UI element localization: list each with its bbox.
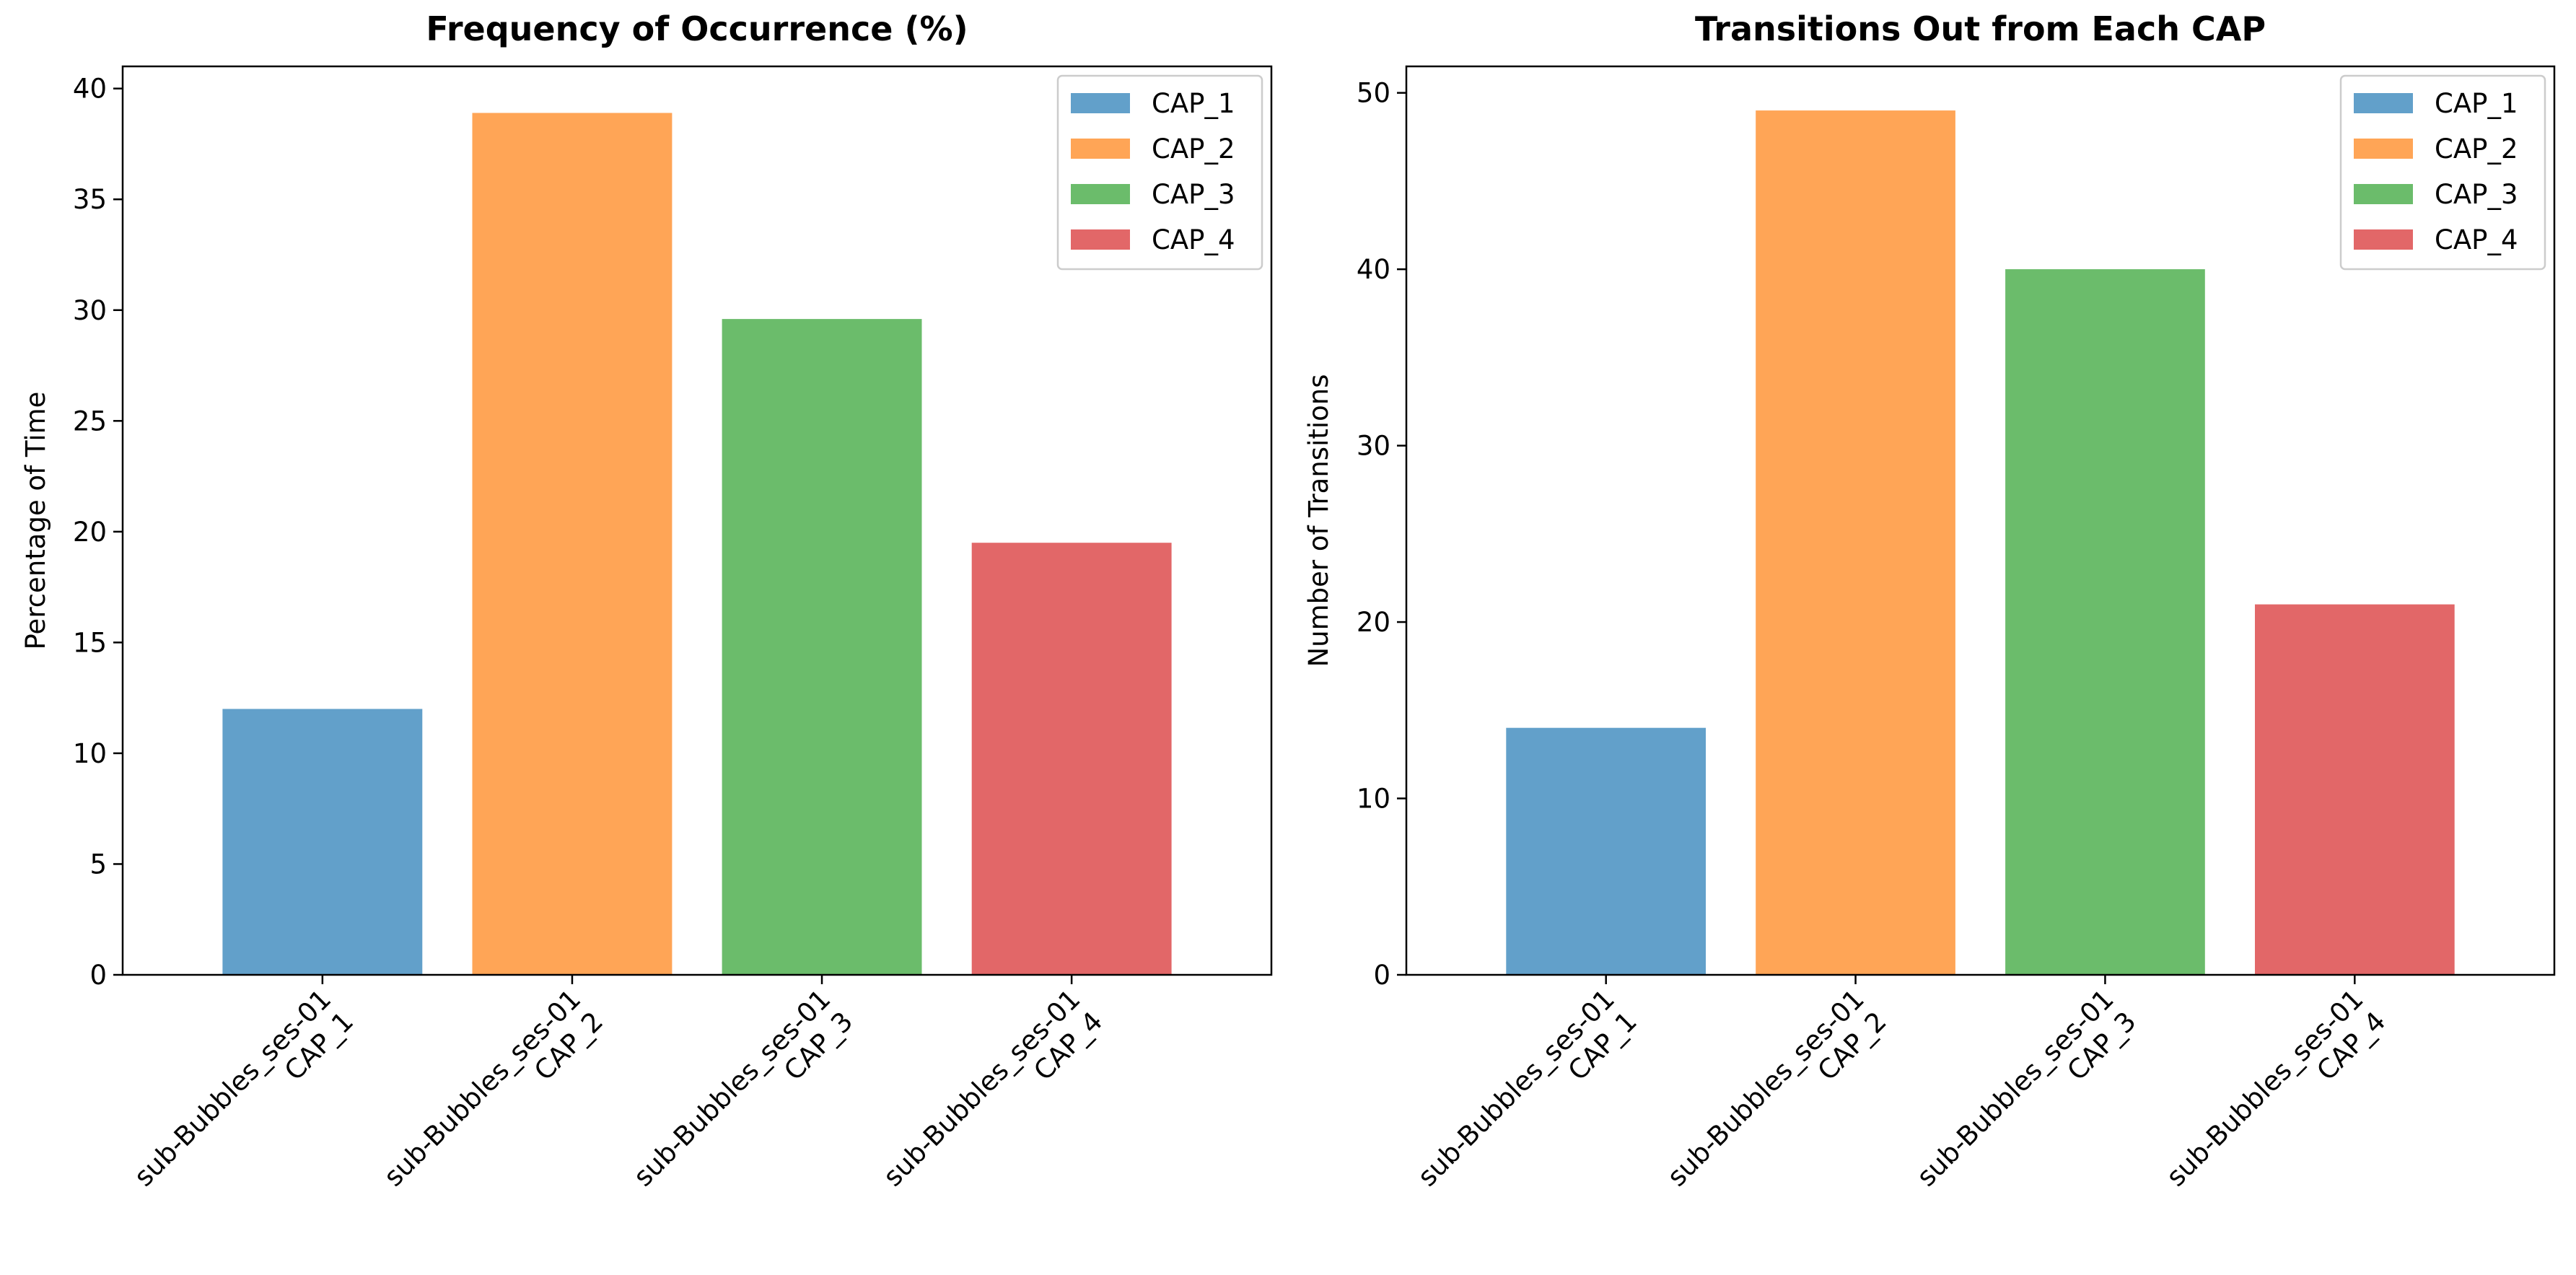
x-tick-label: sub-Bubbles_ses-01CAP_4 (877, 983, 1109, 1215)
legend-label: CAP_1 (1152, 88, 1235, 119)
y-tick-label: 0 (89, 960, 107, 991)
legend-swatch (1071, 229, 1130, 250)
y-tick-label: 30 (73, 295, 107, 326)
x-tick-label-line: sub-Bubbles_ses-01 (877, 983, 1087, 1193)
x-tick-label-line: sub-Bubbles_ses-01 (1411, 983, 1621, 1193)
bar-CAP_3 (2005, 269, 2205, 976)
legend-swatch (1071, 184, 1130, 204)
legend-label: CAP_3 (1152, 179, 1235, 210)
chart-title: Frequency of Occurrence (%) (426, 9, 968, 48)
x-tick-label-line: sub-Bubbles_ses-01 (2160, 983, 2370, 1193)
legend-label: CAP_1 (2435, 88, 2518, 119)
x-tick-label-line: sub-Bubbles_ses-01 (1911, 983, 2120, 1193)
legend-label: CAP_3 (2435, 179, 2518, 210)
legend-label: CAP_4 (1152, 224, 1235, 255)
x-tick-label-line: sub-Bubbles_ses-01 (1661, 983, 1870, 1193)
y-tick-label: 5 (89, 849, 107, 880)
x-tick-label: sub-Bubbles_ses-01CAP_1 (128, 983, 360, 1215)
bar-CAP_1 (1506, 727, 1706, 975)
y-tick-label: 35 (73, 184, 107, 215)
y-tick-label: 20 (73, 517, 107, 548)
x-tick-label-line: sub-Bubbles_ses-01 (128, 983, 338, 1193)
bar-CAP_1 (222, 709, 423, 975)
y-tick-label: 15 (73, 627, 107, 658)
y-tick-label: 40 (73, 74, 107, 105)
bar-CAP_2 (1756, 110, 1955, 976)
legend-swatch (1071, 139, 1130, 159)
legend-box (2339, 74, 2546, 271)
bar-CAP_4 (2255, 604, 2455, 975)
bar-CAP_4 (971, 543, 1172, 975)
bar-CAP_2 (472, 113, 673, 975)
legend-swatch (2354, 93, 2413, 113)
axes-frame (1405, 65, 2556, 976)
y-tick-label: 10 (1357, 784, 1390, 815)
legend-swatch (2354, 184, 2413, 204)
legend: CAP_1 CAP_2 CAP_3 CAP_4 (1056, 74, 1263, 271)
x-tick-label: sub-Bubbles_ses-01CAP_4 (2160, 983, 2392, 1215)
legend-label: CAP_4 (2435, 224, 2518, 255)
legend-label: CAP_2 (1152, 133, 1235, 165)
x-tick-label-line: sub-Bubbles_ses-01 (378, 983, 587, 1193)
x-tick-label-line: sub-Bubbles_ses-01 (628, 983, 837, 1193)
bar-CAP_3 (722, 319, 922, 976)
y-tick-label: 0 (1373, 960, 1390, 991)
y-tick-label: 50 (1357, 78, 1390, 109)
y-axis-label: Percentage of Time (20, 392, 51, 650)
chart-title: Transitions Out from Each CAP (1695, 9, 2266, 48)
y-axis-label: Number of Transitions (1303, 374, 1334, 667)
y-tick-label: 30 (1357, 431, 1390, 462)
x-tick-label: sub-Bubbles_ses-01CAP_1 (1411, 983, 1643, 1215)
y-tick-label: 20 (1357, 607, 1390, 638)
x-tick-label: sub-Bubbles_ses-01CAP_2 (1661, 983, 1893, 1215)
x-tick-label: sub-Bubbles_ses-01CAP_3 (628, 983, 859, 1215)
legend-swatch (2354, 229, 2413, 250)
y-tick-label: 25 (73, 406, 107, 437)
y-tick-label: 40 (1357, 254, 1390, 285)
x-tick-label: sub-Bubbles_ses-01CAP_3 (1911, 983, 2142, 1215)
legend-swatch (2354, 139, 2413, 159)
y-tick-label: 10 (73, 738, 107, 769)
legend-label: CAP_2 (2435, 133, 2518, 165)
axes-frame (121, 65, 1273, 976)
x-tick-label: sub-Bubbles_ses-01CAP_2 (378, 983, 610, 1215)
legend-box (1056, 74, 1263, 271)
legend-swatch (1071, 93, 1130, 113)
legend: CAP_1 CAP_2 CAP_3 CAP_4 (2339, 74, 2546, 271)
